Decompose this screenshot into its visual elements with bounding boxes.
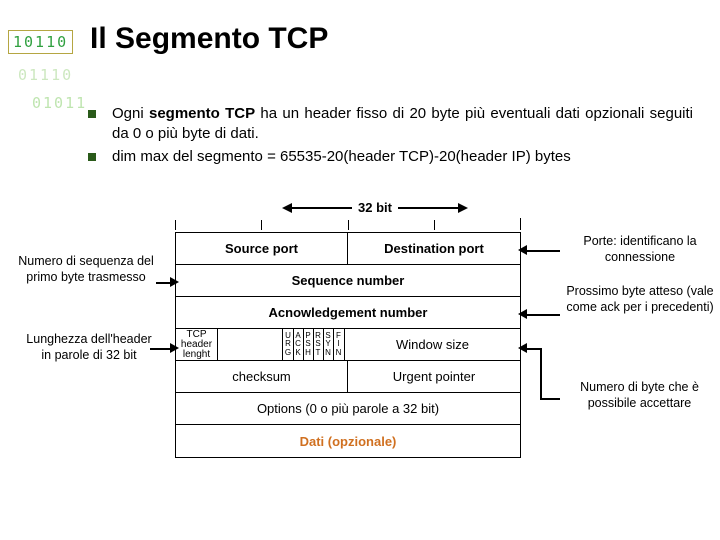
row-flags-window: TCP header lenght URGACKPSHRSTSYNFIN Win… bbox=[176, 329, 520, 361]
bullet-icon bbox=[88, 153, 96, 161]
arrow-icon bbox=[518, 343, 527, 353]
width-indicator: 32 bit bbox=[282, 200, 468, 215]
flag-fin: FIN bbox=[334, 329, 344, 360]
bullet-icon bbox=[88, 110, 96, 118]
connector-line bbox=[150, 348, 172, 350]
flag-psh: PSH bbox=[304, 329, 314, 360]
field-flags: URGACKPSHRSTSYNFIN bbox=[283, 329, 345, 361]
field-source-port: Source port bbox=[176, 233, 348, 265]
field-window-size: Window size bbox=[345, 329, 520, 361]
row-ack: Acnowledgement number bbox=[176, 297, 520, 329]
flag-ack: ACK bbox=[294, 329, 304, 360]
arrow-icon bbox=[518, 245, 527, 255]
flag-syn: SYN bbox=[324, 329, 334, 360]
field-options: Options (0 o più parole a 32 bit) bbox=[176, 393, 520, 425]
row-checksum-urgent: checksum Urgent pointer bbox=[176, 361, 520, 393]
field-reserved bbox=[218, 329, 283, 361]
annotation-ack: Prossimo byte atteso (vale come ack per … bbox=[565, 284, 715, 315]
bullet-text: Ogni segmento TCP ha un header fisso di … bbox=[112, 104, 693, 145]
arrow-left-icon bbox=[282, 203, 292, 213]
field-urgent-pointer: Urgent pointer bbox=[348, 361, 520, 393]
arrow-icon bbox=[170, 343, 179, 353]
connector-line bbox=[524, 314, 560, 316]
row-seq: Sequence number bbox=[176, 265, 520, 297]
annotation-ports: Porte: identificano la connessione bbox=[565, 234, 715, 265]
field-dest-port: Destination port bbox=[348, 233, 520, 265]
flag-urg: URG bbox=[284, 329, 294, 360]
tcp-header-diagram: Source port Destination port Sequence nu… bbox=[175, 232, 521, 458]
annotation-seq: Numero di sequenza del primo byte trasme… bbox=[6, 254, 166, 285]
bit-ruler bbox=[175, 218, 521, 230]
row-options: Options (0 o più parole a 32 bit) bbox=[176, 393, 520, 425]
arrow-icon bbox=[170, 277, 179, 287]
width-label: 32 bit bbox=[352, 200, 398, 215]
annotation-window: Numero di byte che è possibile accettare bbox=[562, 380, 717, 411]
field-seq-number: Sequence number bbox=[176, 265, 520, 297]
field-header-length: TCP header lenght bbox=[176, 329, 218, 361]
bullet-item: Ogni segmento TCP ha un header fisso di … bbox=[88, 104, 693, 145]
arrow-icon bbox=[518, 309, 527, 319]
field-ack-number: Acnowledgement number bbox=[176, 297, 520, 329]
connector-line bbox=[540, 398, 560, 400]
row-data: Dati (opzionale) bbox=[176, 425, 520, 457]
field-data: Dati (opzionale) bbox=[176, 425, 520, 457]
connector-line bbox=[524, 250, 560, 252]
flag-rst: RST bbox=[314, 329, 324, 360]
row-ports: Source port Destination port bbox=[176, 233, 520, 265]
arrow-right-icon bbox=[458, 203, 468, 213]
connector-line bbox=[540, 348, 542, 398]
indicator-line bbox=[292, 207, 352, 209]
page-title: Il Segmento TCP bbox=[90, 22, 328, 56]
field-checksum: checksum bbox=[176, 361, 348, 393]
deco-1: 10110 bbox=[8, 30, 73, 54]
deco-2: 01110 bbox=[18, 66, 73, 84]
indicator-line bbox=[398, 207, 458, 209]
bullet-list: Ogni segmento TCP ha un header fisso di … bbox=[88, 104, 693, 169]
annotation-header-len: Lunghezza dell'header in parole di 32 bi… bbox=[24, 332, 154, 363]
bullet-text: dim max del segmento = 65535-20(header T… bbox=[112, 147, 571, 167]
deco-3: 01011 bbox=[32, 94, 87, 112]
bullet-item: dim max del segmento = 65535-20(header T… bbox=[88, 147, 693, 167]
